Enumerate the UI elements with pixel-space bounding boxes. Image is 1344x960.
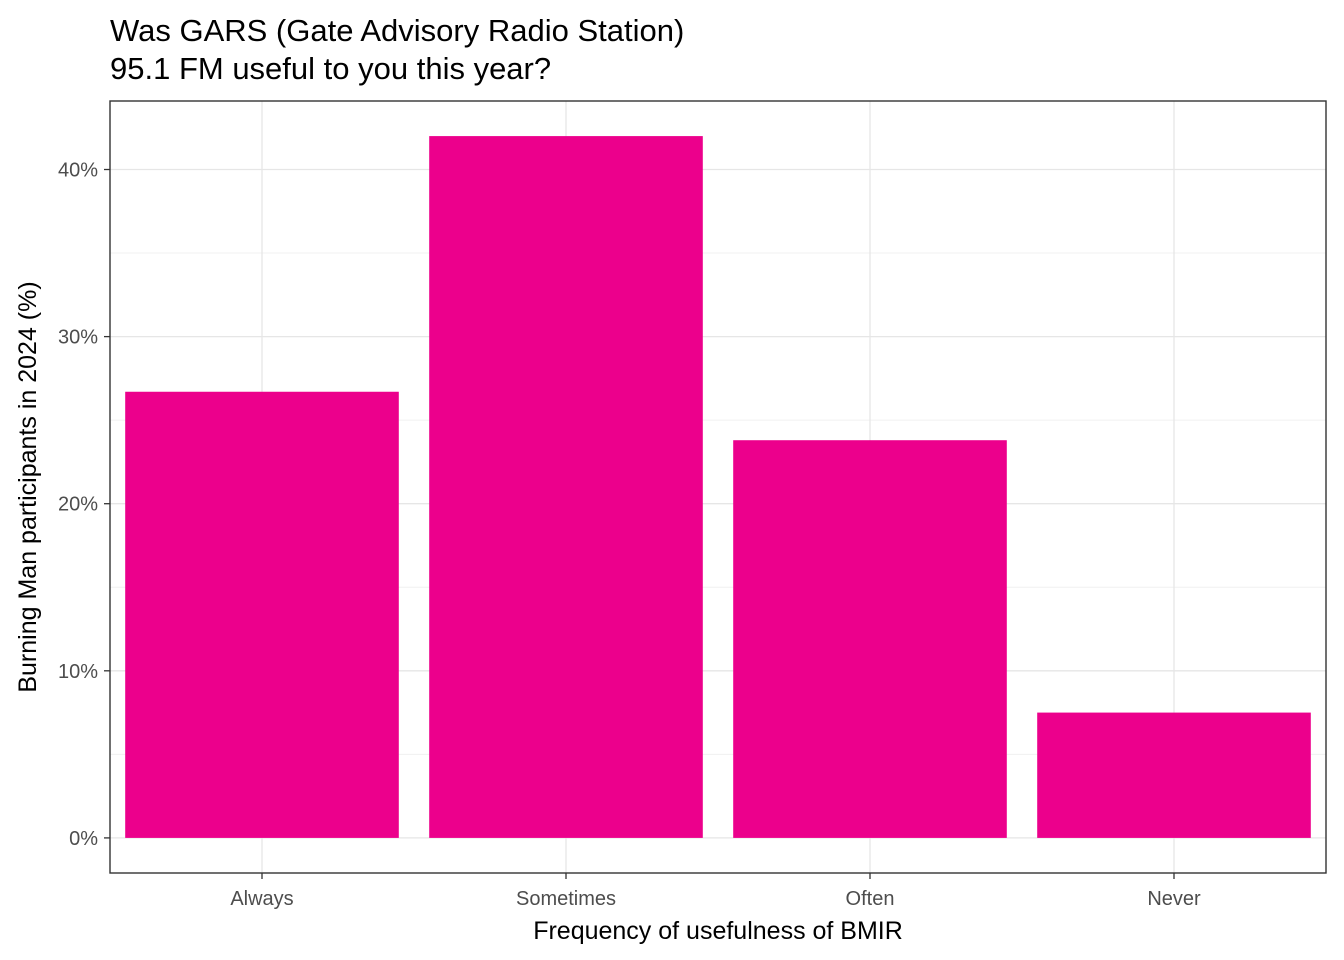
x-tick-label: Never (1147, 888, 1201, 910)
y-tick-label: 40% (58, 160, 98, 182)
bars (125, 136, 1311, 838)
bar-always (125, 391, 399, 838)
x-axis-title: Frequency of usefulness of BMIR (533, 917, 903, 945)
y-tick-label: 30% (58, 327, 98, 349)
x-tick-label: Often (846, 888, 895, 910)
x-tick-label: Sometimes (516, 888, 616, 910)
y-tick-label: 20% (58, 494, 98, 516)
y-axis: 0% 10% 20% 30% 40% (58, 160, 110, 850)
x-axis: Always Sometimes Often Never (230, 873, 1201, 910)
chart-title-line-2: 95.1 FM useful to you this year? (110, 51, 551, 86)
bar-sometimes (429, 136, 703, 838)
x-tick-label: Always (230, 888, 293, 910)
bar-never (1037, 712, 1311, 838)
y-axis-title: Burning Man participants in 2024 (%) (14, 281, 42, 692)
chart-title-line-1: Was GARS (Gate Advisory Radio Station) (110, 13, 684, 48)
plot-panel-border (109, 100, 1327, 874)
bar-often (733, 440, 1007, 838)
y-tick-label: 10% (58, 661, 98, 683)
y-tick-label: 0% (69, 828, 98, 850)
